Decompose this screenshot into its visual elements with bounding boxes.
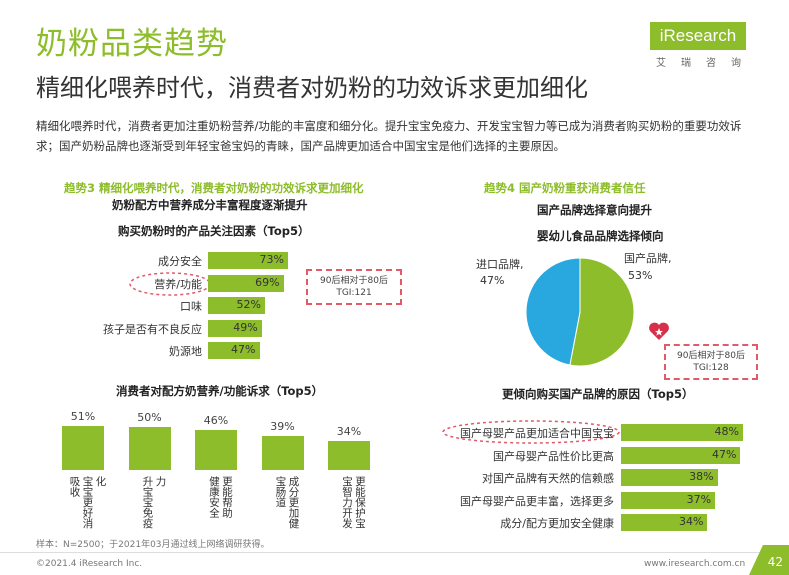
chart2-value-label: 46% (203, 414, 229, 428)
chart4-value-label: 47% (712, 447, 737, 461)
chart2-bar (261, 436, 304, 470)
chart2-category-label: 更能保护宝 宝智力开发 (332, 476, 374, 532)
chart4-category-label: 国产母婴产品性价比更高 (493, 449, 614, 463)
chart3-pie (525, 257, 635, 367)
pie-slice (525, 257, 581, 366)
chart4-category-label: 对国产品牌有天然的信赖感 (482, 472, 614, 485)
chart2-value-label: 51% (70, 410, 96, 423)
tgi-right-line2: TGI:128 (693, 363, 729, 373)
chart1-category-label: 奶源地 (169, 345, 202, 358)
chart2-category-label-line: 升宝宝免疫 (141, 476, 154, 529)
chart1-bar (208, 319, 262, 337)
chart1-category-label: 口味 (180, 300, 202, 313)
chart4-value-label: 38% (689, 470, 714, 483)
chart4-bar (621, 446, 741, 464)
chart2-category-label-line: 宝宝更好消 (81, 476, 94, 529)
chart4-category-label: 成分/配方更加安全健康 (500, 517, 614, 530)
intro-paragraph: 精细化喂养时代，消费者更加注重奶粉营养/功能的丰富度和细分化。提升宝宝免疫力、开… (36, 119, 742, 153)
chart3-title: 婴幼儿食品品牌选择倾向 (537, 229, 664, 243)
sample-note: 样本：N=2500；于2021年03月通过线上网络调研获得。 (36, 540, 270, 550)
chart2-category-label: 化宝宝更好消 吸收 (66, 476, 108, 532)
chart4-bar (621, 469, 718, 486)
pie-label-import: 进口品牌, (476, 258, 524, 271)
chart2-value-label: 34% (336, 424, 362, 438)
website-link[interactable]: www.iresearch.com.cn (644, 559, 746, 569)
chart4-value-label: 34% (678, 515, 704, 528)
chart2-bar (195, 430, 237, 470)
chart4-bar (621, 514, 708, 531)
chart4-value-label: 48% (714, 425, 739, 438)
chart1-bar (208, 342, 260, 359)
chart4-value-label: 37% (686, 492, 712, 506)
chart4-category-label: 国产母婴产品更加适合中国宝宝 (460, 427, 614, 440)
chart1-value-label: 69% (255, 275, 280, 289)
chart2-value-label: 50% (137, 410, 162, 424)
chart4-title: 更倾向购买国产品牌的原因（Top5） (502, 387, 694, 401)
tgi-left-line2: TGI:121 (336, 288, 372, 298)
chart1-value-label: 49% (233, 320, 258, 334)
tgi-left-line1: 90后相对于80后 (320, 276, 388, 286)
chart2-category-label: 成分更加健 宝肠道 (266, 476, 308, 532)
chart2-bar (328, 440, 370, 470)
footer-divider (0, 552, 789, 553)
chart2-category-label-line: 宝肠道 (274, 476, 287, 508)
pie-value-import: 47% (480, 274, 505, 287)
page-title: 奶粉品类趋势 (36, 26, 228, 62)
chart1-bar (208, 274, 284, 292)
chart1-category-label: 营养/功能 (154, 277, 202, 291)
chart1-value-label: 52% (236, 298, 261, 311)
chart1-title: 购买奶粉时的产品关注因素（Top5） (118, 224, 310, 238)
chart2-category-label: 更能帮助 健康安全 (199, 476, 241, 532)
chart1-value-label: 73% (259, 253, 284, 266)
chart4-bar (621, 424, 743, 441)
chart1-bar (208, 297, 265, 314)
copyright: ©2021.4 iResearch Inc. (36, 559, 143, 569)
page-subtitle: 精细化喂养时代，消费者对奶粉的功效诉求更加细化 (36, 74, 588, 102)
left-section-title: 奶粉配方中营养成分丰富程度逐渐提升 (112, 198, 308, 212)
logo-subtitle: 艾瑞咨询 (656, 58, 756, 69)
chart2-bar (128, 426, 171, 470)
tgi-right-line1: 90后相对于80后 (677, 351, 745, 361)
chart2-category-label-line: 健康安全 (208, 476, 220, 518)
chart4-category-label: 国产母婴产品更丰富，选择更多 (460, 494, 614, 508)
tgi-box-right: 90后相对于80后 TGI:128 (664, 344, 758, 380)
chart2-category-label-line: 吸收 (68, 476, 81, 497)
highlight-oval-suit-chinese-babies (442, 420, 620, 444)
tgi-box-left: 90后相对于80后 TGI:121 (306, 269, 402, 305)
pie-label-domestic: 国产品牌, (624, 252, 672, 265)
chart1-value-label: 47% (231, 343, 256, 356)
chart1-bar (208, 252, 288, 269)
heart-icon (649, 322, 669, 340)
pie-value-domestic: 53% (628, 269, 653, 282)
trend3-title: 趋势3 精细化喂养时代，消费者对奶粉的功效诉求更加细化 (64, 181, 364, 195)
chart2-category-label-line: 更能保护宝 (354, 476, 366, 529)
chart2-category-label-line: 宝智力开发 (341, 476, 353, 529)
page-number-tab (749, 545, 789, 575)
iresearch-logo: iResearch (650, 22, 746, 50)
chart2-value-label: 39% (270, 420, 295, 434)
chart1-category-label: 孩子是否有不良反应 (103, 322, 202, 336)
chart2-bar (62, 426, 104, 470)
chart1-category-label: 成分安全 (158, 255, 202, 268)
chart2-title: 消费者对配方奶营养/功能诉求（Top5） (116, 384, 324, 398)
pie-slice (569, 257, 635, 367)
trend4-title: 趋势4 国产奶粉重获消费者信任 (484, 181, 646, 195)
chart2-category-label-line: 成分更加健 (287, 476, 300, 529)
chart2-category-label: 力升宝宝免疫 (133, 476, 175, 532)
chart2-category-label-line: 化 (94, 476, 107, 487)
page-number: 42 (767, 555, 783, 569)
chart4-bar (621, 491, 716, 509)
chart2-category-label-line: 更能帮助 (221, 476, 233, 518)
right-section-title: 国产品牌选择意向提升 (537, 203, 652, 217)
chart2-category-label-line: 力 (154, 476, 167, 487)
